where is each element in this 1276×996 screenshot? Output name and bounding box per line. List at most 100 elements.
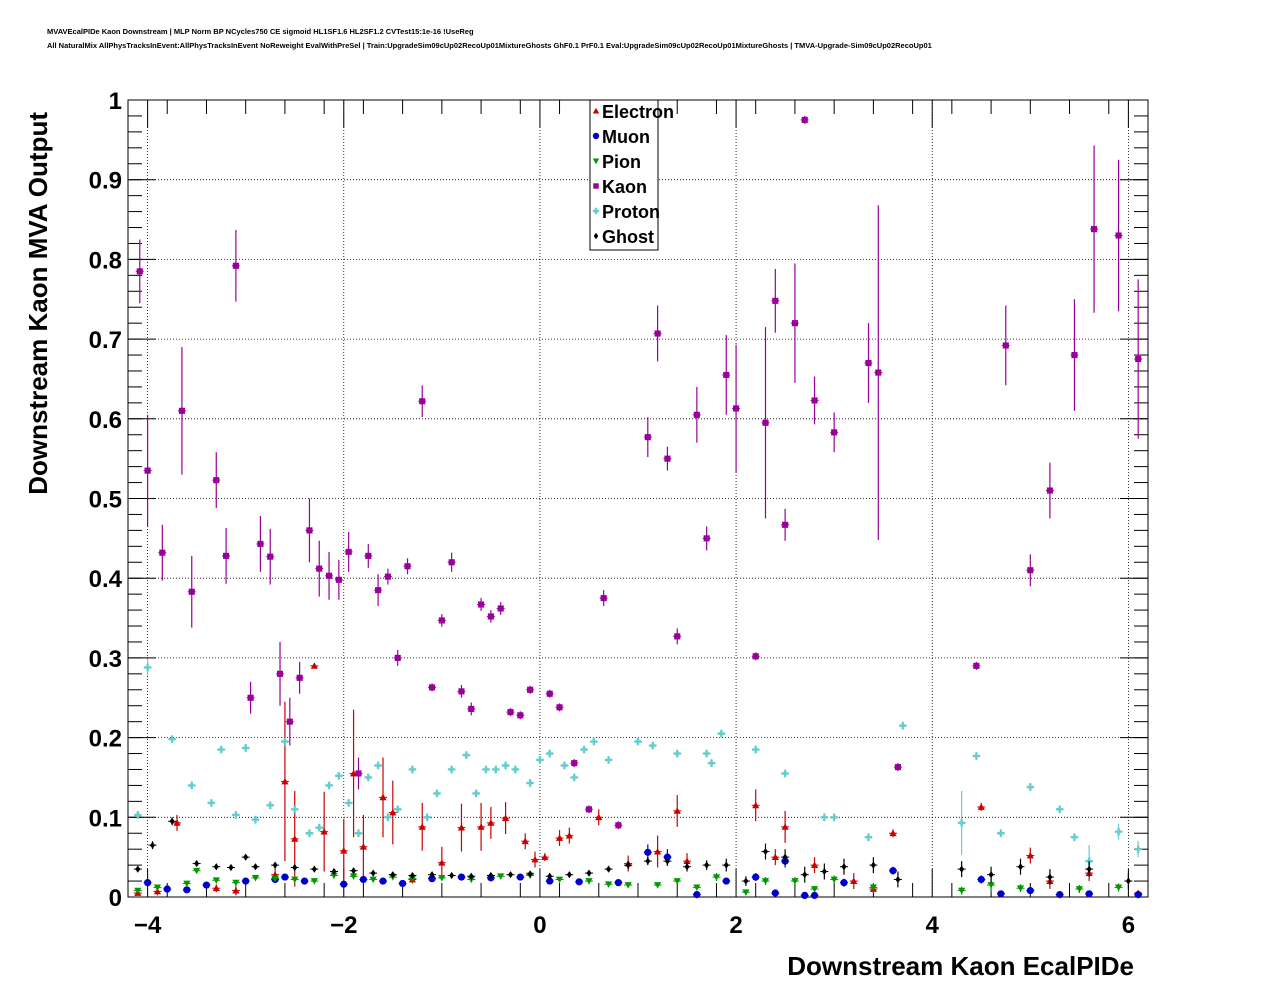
data-series: [133, 115, 1143, 900]
data-point: [801, 116, 808, 123]
data-point: [501, 814, 510, 821]
data-point: [762, 419, 769, 426]
data-point: [565, 832, 573, 839]
data-point: [850, 877, 858, 884]
data-point: [457, 873, 466, 881]
data-point: [194, 859, 200, 868]
data-point: [497, 873, 505, 880]
data-point: [771, 853, 779, 861]
data-point: [547, 872, 553, 880]
data-point: [555, 876, 564, 884]
data-point: [1114, 828, 1123, 836]
x-axis-label: Downstream Kaon EcalPIDe: [787, 951, 1134, 981]
data-point: [1134, 891, 1142, 899]
data-point: [359, 843, 367, 850]
data-point: [889, 829, 897, 837]
data-point: [527, 686, 534, 693]
data-point: [468, 872, 474, 880]
data-point: [364, 773, 372, 782]
legend-label: Kaon: [602, 177, 647, 197]
data-point: [1090, 226, 1098, 233]
data-point: [511, 765, 520, 774]
data-point: [271, 875, 279, 883]
data-point: [707, 759, 716, 767]
data-point: [536, 756, 544, 764]
data-point: [335, 772, 343, 780]
data-point: [144, 663, 152, 672]
data-point: [355, 770, 362, 777]
legend-marker: [592, 107, 600, 114]
y-tick-label: 0.8: [89, 247, 122, 274]
data-point: [782, 853, 788, 861]
legend-label: Proton: [602, 202, 660, 222]
x-tick-label: −4: [134, 912, 162, 939]
x-tick-label: 0: [533, 912, 546, 939]
data-point: [340, 847, 348, 854]
data-point: [384, 573, 391, 580]
data-point: [802, 871, 808, 879]
legend: Electron Muon Pion Kaon Proton Ghost: [589, 99, 674, 251]
data-point: [281, 777, 289, 785]
data-point: [232, 262, 239, 269]
data-point: [477, 823, 485, 830]
data-point: [183, 886, 191, 894]
data-point: [645, 857, 651, 865]
data-point: [266, 801, 274, 809]
data-point: [517, 712, 524, 719]
data-point: [693, 891, 701, 899]
data-point: [1125, 877, 1131, 885]
data-point: [752, 873, 760, 881]
data-point: [487, 819, 495, 826]
data-point: [291, 805, 299, 813]
data-point: [560, 761, 569, 770]
data-point: [252, 863, 259, 871]
data-point: [516, 873, 524, 881]
data-point: [810, 861, 819, 868]
data-point: [733, 405, 740, 412]
data-point: [423, 813, 431, 821]
data-point: [644, 848, 652, 856]
legend-marker: [592, 132, 600, 140]
data-point: [345, 548, 352, 555]
data-point: [712, 874, 721, 881]
data-point: [841, 863, 847, 871]
data-point: [488, 871, 494, 880]
data-point: [541, 853, 549, 861]
data-point: [448, 559, 455, 566]
data-point: [316, 565, 323, 572]
data-point: [977, 875, 985, 884]
series-pion: [133, 867, 1123, 896]
y-tick-label: 0.4: [89, 566, 123, 593]
data-point: [585, 878, 593, 885]
data-point: [183, 880, 191, 888]
data-point: [448, 765, 456, 774]
data-point: [325, 572, 333, 579]
data-point: [820, 813, 828, 821]
y-tick-label: 0.7: [89, 327, 122, 354]
data-point: [791, 320, 798, 327]
data-point: [761, 878, 770, 885]
legend-marker: [592, 158, 600, 165]
data-point: [482, 765, 490, 774]
data-point: [604, 881, 613, 888]
data-point: [300, 877, 309, 885]
data-point: [409, 871, 415, 880]
data-point: [144, 467, 151, 474]
series-kaon: [135, 115, 1143, 830]
data-point: [394, 805, 402, 813]
data-point: [875, 369, 882, 376]
data-point: [673, 807, 681, 814]
data-point: [438, 617, 445, 624]
y-tick-label: 0.5: [89, 487, 122, 514]
series-ghost: [133, 817, 1133, 890]
series-muon: [143, 844, 1143, 900]
data-point: [869, 884, 877, 892]
data-point: [791, 878, 799, 885]
y-axis-label: Downstream Kaon MVA Output: [23, 112, 53, 495]
data-point: [232, 879, 240, 887]
data-point: [600, 595, 607, 602]
data-point: [153, 887, 162, 895]
data-point: [310, 662, 318, 669]
header-line-2: All NaturalMix AllPhysTracksInEvent:AllP…: [47, 41, 932, 50]
